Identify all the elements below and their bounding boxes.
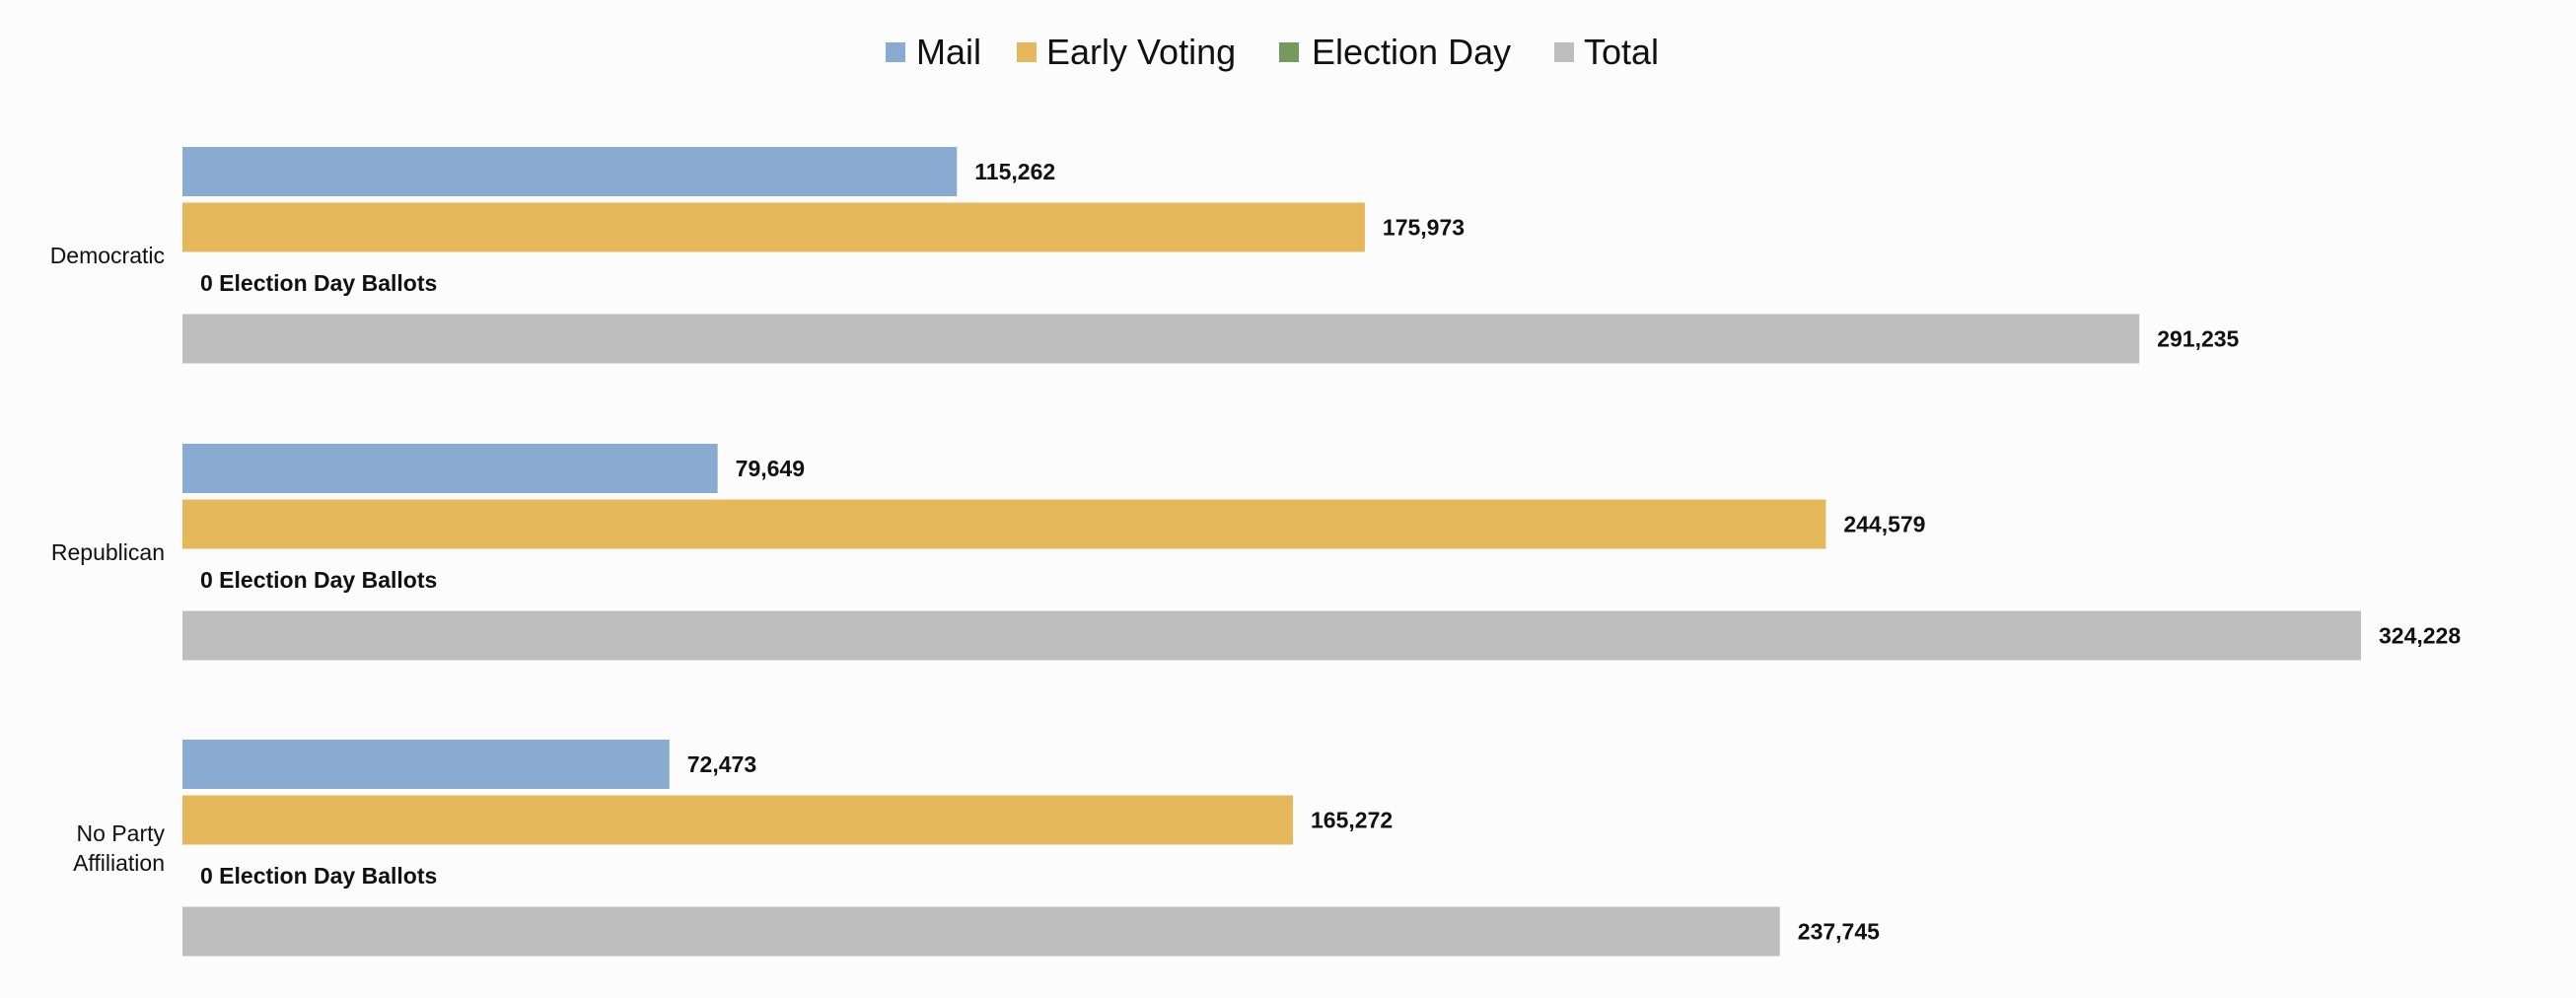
- category-label: Democratic: [50, 243, 165, 268]
- bar-total: [182, 314, 2140, 364]
- bar-total: [182, 610, 2361, 661]
- legend-label-mail: Mail: [916, 32, 981, 72]
- data-label-early-voting: 244,579: [1843, 512, 1925, 537]
- category-group-republican: Republican 79,649 244,579 0 Election Day Ba…: [51, 444, 2461, 661]
- data-label-early-voting: 165,272: [1311, 808, 1393, 833]
- legend: Mail Early Voting Election Day Total: [886, 32, 1659, 72]
- bar-early-voting: [182, 202, 1365, 252]
- bar-mail: [182, 740, 670, 789]
- legend-swatch-mail: [886, 42, 905, 62]
- bar-total: [182, 906, 1780, 957]
- data-label-election-day: 0 Election Day Ballots: [200, 863, 437, 889]
- data-label-mail: 115,262: [974, 159, 1055, 184]
- data-label-early-voting: 175,973: [1383, 215, 1465, 241]
- bar-early-voting: [182, 795, 1294, 845]
- data-label-total: 237,745: [1798, 919, 1880, 945]
- legend-swatch-early-voting: [1017, 42, 1037, 62]
- bar-mail: [182, 147, 958, 196]
- bar-early-voting: [182, 499, 1826, 549]
- category-group-no-party-affiliation: No Party Affiliation 72,473 165,272 0 Electi…: [73, 740, 1880, 957]
- category-label: Republican: [51, 539, 165, 565]
- category-label: Affiliation: [73, 850, 165, 876]
- data-label-election-day: 0 Election Day Ballots: [200, 567, 437, 593]
- legend-label-total: Total: [1584, 32, 1659, 72]
- legend-swatch-total: [1554, 42, 1574, 62]
- legend-label-early-voting: Early Voting: [1046, 32, 1236, 72]
- category-label: No Party: [77, 820, 166, 846]
- data-label-mail: 72,473: [687, 751, 756, 777]
- data-label-mail: 79,649: [736, 456, 805, 481]
- data-label-total: 291,235: [2157, 326, 2239, 352]
- plot-area: Democratic 115,262 175,973 0 Election Day B…: [50, 147, 2461, 957]
- category-group-democratic: Democratic 115,262 175,973 0 Election Day B…: [50, 147, 2240, 364]
- data-label-total: 324,228: [2379, 623, 2461, 649]
- legend-label-election-day: Election Day: [1312, 32, 1511, 72]
- bar-mail: [182, 444, 718, 493]
- legend-swatch-election-day: [1279, 42, 1299, 62]
- data-label-election-day: 0 Election Day Ballots: [200, 270, 437, 296]
